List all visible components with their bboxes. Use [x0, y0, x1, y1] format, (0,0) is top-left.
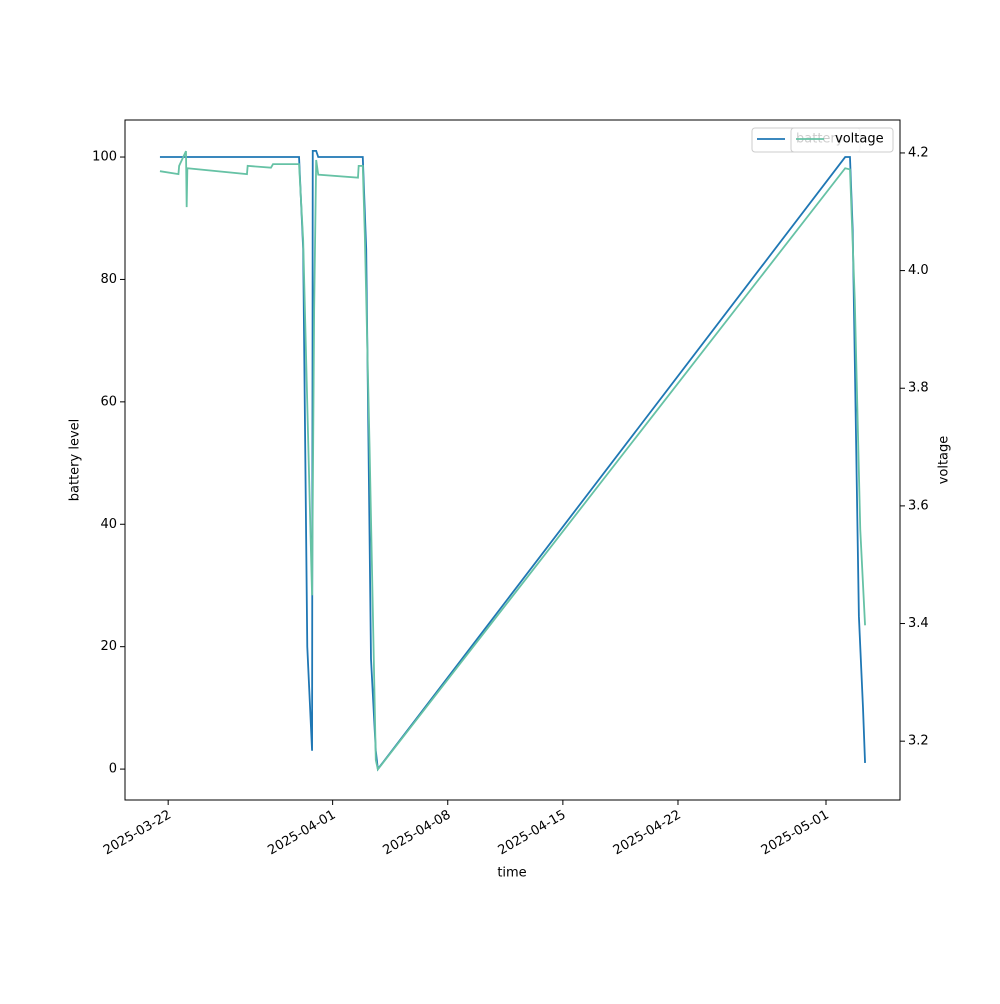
- legend-label: voltage: [835, 132, 884, 147]
- x-tick-label: 2025-04-08: [381, 808, 454, 859]
- y2-tick-label: 3.8: [908, 381, 929, 396]
- y-tick-label: 100: [92, 150, 117, 165]
- series-line: [159, 150, 866, 772]
- y-tick-label: 0: [109, 762, 117, 777]
- y2-tick-label: 3.2: [908, 734, 929, 749]
- y2-tick-label: 4.2: [908, 145, 929, 160]
- series-line: [159, 150, 866, 772]
- x-tick-label: 2025-04-01: [265, 808, 338, 859]
- y-axis-label: battery level: [68, 419, 83, 502]
- x-tick-label: 2025-05-01: [759, 808, 832, 859]
- legend-box: [790, 127, 894, 153]
- y2-tick-label: 3.4: [908, 616, 929, 631]
- x-tick-label: 2025-03-22: [101, 808, 174, 859]
- y-tick-label: 60: [100, 394, 117, 409]
- x-axis-label: time: [497, 866, 526, 881]
- y-tick-label: 20: [100, 639, 117, 654]
- y-tick-label: 40: [100, 517, 117, 532]
- y2-axis-label: voltage: [937, 436, 952, 485]
- y2-tick-label: 3.6: [908, 498, 929, 513]
- x-tick-label: 2025-04-22: [611, 808, 684, 859]
- y-tick-label: 80: [100, 272, 117, 287]
- y2-tick-label: 4.0: [908, 263, 929, 278]
- axes-frame: [124, 119, 901, 801]
- x-tick-label: 2025-04-15: [496, 808, 569, 859]
